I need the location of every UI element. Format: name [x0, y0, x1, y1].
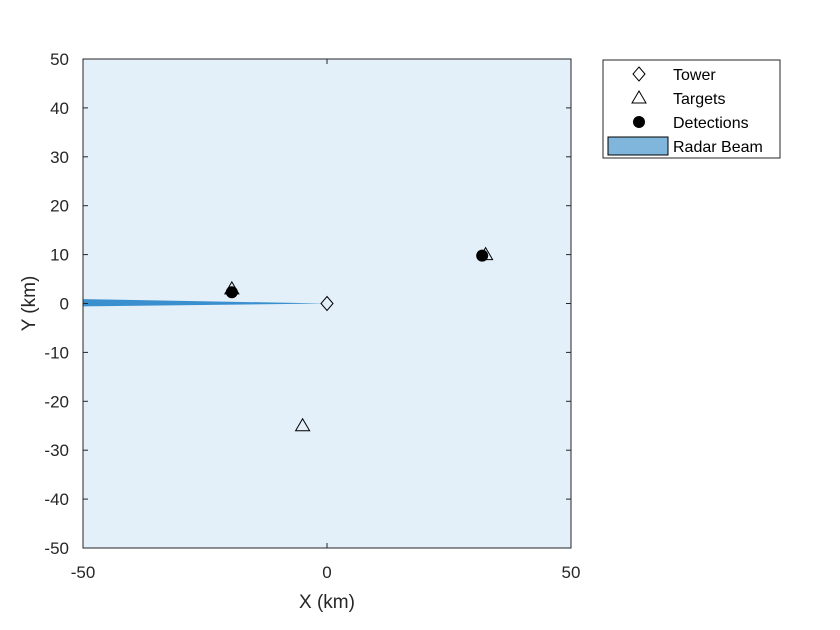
tower-marker	[320, 295, 334, 312]
legend-tower-marker	[632, 66, 646, 82]
legend-label-detections: Detections	[673, 115, 749, 132]
y-tick-label: 40	[50, 99, 69, 118]
x-tick-label: 0	[322, 563, 331, 582]
targets-marker	[294, 417, 311, 432]
legend-label-tower: Tower	[673, 67, 716, 84]
radar-beam-patch	[83, 299, 327, 307]
y-tick-label: -20	[44, 392, 69, 411]
beam-layer	[83, 299, 327, 307]
legend-detections-marker	[633, 116, 645, 128]
legend-label-radar-beam: Radar Beam	[673, 139, 763, 156]
x-axis-label: X (km)	[299, 592, 355, 613]
y-tick-label: 10	[50, 246, 69, 265]
legend-targets-marker	[631, 90, 647, 104]
marks-layer	[223, 246, 494, 432]
detections-marker	[225, 286, 238, 299]
y-tick-label: 20	[50, 197, 69, 216]
tick-labels: -50 0 50 50 40 30 20 10 0 -10 -20 -30 -40 -50	[44, 50, 580, 582]
x-tick-label: -50	[71, 563, 96, 582]
y-axis-label: Y (km)	[19, 276, 40, 332]
y-tick-label: 30	[50, 148, 69, 167]
y-tick-label: -30	[44, 441, 69, 460]
legend-radar-beam-swatch	[607, 136, 669, 156]
y-tick-label: -40	[44, 490, 69, 509]
y-tick-label: -10	[44, 343, 69, 362]
legend-label-targets: Targets	[673, 91, 725, 108]
detections-marker	[476, 249, 489, 262]
ticks-layer	[82, 58, 572, 549]
y-tick-label: 0	[60, 295, 69, 314]
y-tick-label: -50	[44, 539, 69, 558]
legend: Tower Targets Detections Radar Beam	[602, 59, 781, 159]
x-tick-label: 50	[562, 563, 581, 582]
y-tick-label: 50	[50, 50, 69, 69]
